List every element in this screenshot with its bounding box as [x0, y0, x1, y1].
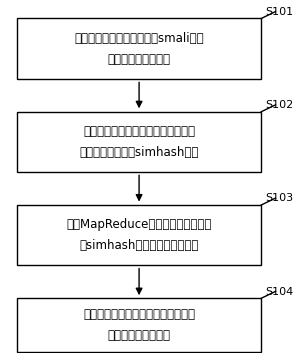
- Text: S101: S101: [265, 7, 293, 17]
- FancyBboxPatch shape: [17, 205, 261, 265]
- Text: 并提取类名和方法名: 并提取类名和方法名: [108, 53, 171, 66]
- Text: S102: S102: [265, 100, 293, 110]
- FancyBboxPatch shape: [17, 298, 261, 352]
- Text: S104: S104: [265, 287, 293, 297]
- Text: 基于MapReduce模式计算各恶意样本: 基于MapReduce模式计算各恶意样本: [66, 219, 212, 231]
- Text: 以类名和方法名的组合作为特征维度: 以类名和方法名的组合作为特征维度: [83, 125, 195, 138]
- Text: 意样本属于同源样本: 意样本属于同源样本: [108, 329, 171, 342]
- FancyBboxPatch shape: [17, 112, 261, 172]
- FancyBboxPatch shape: [17, 18, 261, 79]
- Text: 对恶意样本进行反编译得到smali文件: 对恶意样本进行反编译得到smali文件: [74, 32, 204, 45]
- Text: 的simhash指纹之间的海明距离: 的simhash指纹之间的海明距离: [79, 239, 199, 252]
- Text: 判定海明距离小于等于预设阈值的恶: 判定海明距离小于等于预设阈值的恶: [83, 308, 195, 321]
- Text: 计算各恶意样本的simhash指纹: 计算各恶意样本的simhash指纹: [79, 146, 199, 159]
- Text: S103: S103: [265, 193, 293, 203]
